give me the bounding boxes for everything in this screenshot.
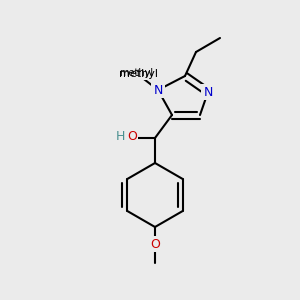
Text: N: N <box>153 83 163 97</box>
Text: O: O <box>127 130 137 143</box>
Text: methyl: methyl <box>119 68 153 78</box>
Text: N: N <box>153 83 163 97</box>
Text: N: N <box>203 85 213 98</box>
Text: methyl: methyl <box>118 69 158 79</box>
Text: N: N <box>203 85 213 98</box>
Text: O: O <box>150 238 160 250</box>
Text: H: H <box>115 130 125 143</box>
